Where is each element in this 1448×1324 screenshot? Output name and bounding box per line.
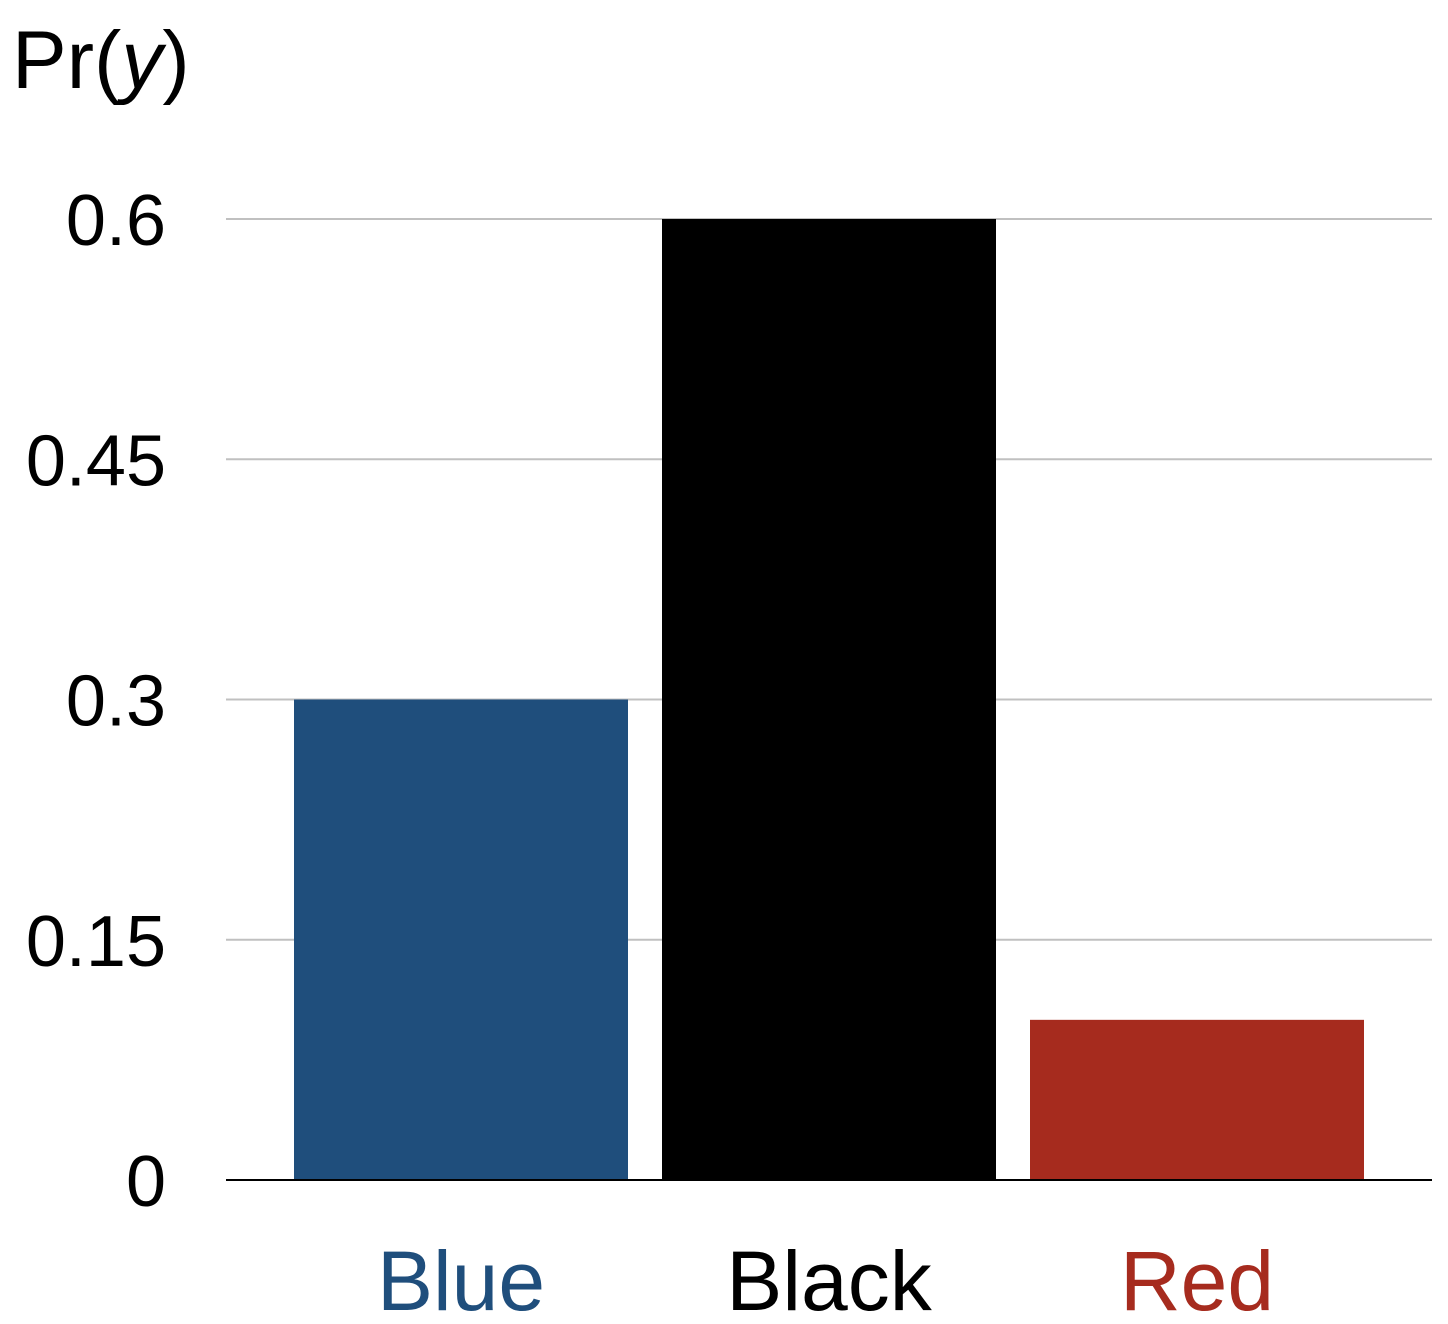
y-tick-label: 0 xyxy=(126,1142,166,1222)
y-axis-label-variable: y xyxy=(116,15,167,106)
bar-red xyxy=(1030,1019,1364,1180)
bar-black xyxy=(662,219,996,1180)
y-tick-label: 0.45 xyxy=(26,421,166,501)
y-tick-label: 0.3 xyxy=(66,662,166,742)
y-tick-label: 0.6 xyxy=(66,181,166,261)
category-labels: Blue Black Red xyxy=(377,1234,1274,1324)
bar-blue xyxy=(294,699,628,1180)
y-axis-label: Pr(y) xyxy=(12,15,190,106)
category-label-black: Black xyxy=(726,1234,932,1324)
y-tick-labels: 0 0.15 0.3 0.45 0.6 xyxy=(26,181,166,1222)
y-tick-label: 0.15 xyxy=(26,902,166,982)
y-axis-label-prefix: Pr( xyxy=(12,15,121,106)
bars xyxy=(294,219,1364,1180)
category-label-red: Red xyxy=(1120,1234,1274,1324)
y-axis-label-suffix: ) xyxy=(162,15,189,106)
category-label-blue: Blue xyxy=(377,1234,545,1324)
